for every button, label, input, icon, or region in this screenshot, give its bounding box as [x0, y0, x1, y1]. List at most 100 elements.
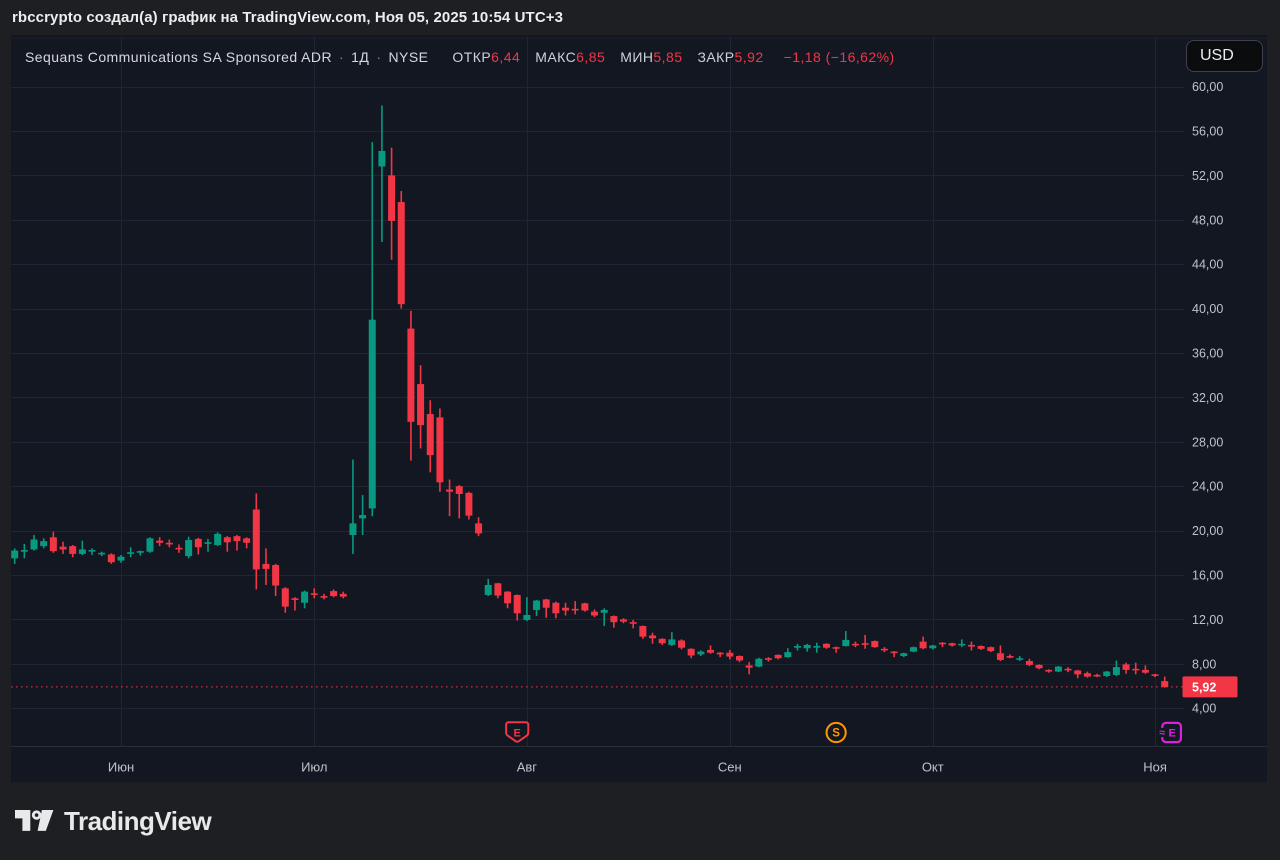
candle-wick	[574, 601, 577, 615]
exchange-label[interactable]: NYSE	[388, 49, 429, 65]
candle-body	[678, 640, 686, 648]
price-tick-label: 4,00	[1192, 702, 1216, 716]
candle-wick	[671, 632, 673, 647]
ohlc-field: МАКС 6,85	[535, 49, 605, 65]
candle-body	[620, 619, 628, 622]
price-tick-label: 16,00	[1192, 569, 1223, 583]
candle-body	[542, 599, 550, 608]
last-price-label: 5,92	[1192, 680, 1216, 694]
symbol-title[interactable]: Sequans Communications SA Sponsored ADR	[25, 49, 333, 65]
candle-wick	[458, 485, 461, 519]
legend-separator: ·	[376, 49, 382, 65]
candle-body	[793, 646, 801, 648]
earnings-marker-icon[interactable]: E	[505, 721, 530, 743]
candle-body	[523, 614, 531, 620]
candle-body	[1141, 669, 1149, 673]
currency-label: USD	[1200, 47, 1234, 64]
candle-wick	[941, 642, 944, 648]
candle-body	[330, 591, 338, 597]
candle-body	[996, 653, 1004, 660]
candle-body	[252, 509, 260, 570]
ohlc-field-value: 6,44	[491, 49, 521, 65]
candle-body	[958, 643, 966, 646]
upcoming-earnings-marker-icon[interactable]: ≈ E	[1159, 721, 1183, 744]
candle-body	[455, 486, 463, 494]
candle-body	[726, 652, 734, 657]
month-tick-label: Июн	[108, 760, 134, 775]
candle-body	[49, 537, 57, 552]
month-tick-label: Окт	[922, 760, 944, 775]
candle-wick	[748, 662, 750, 675]
candle-body	[136, 551, 144, 553]
candle-body	[1093, 674, 1101, 677]
candle-body	[900, 653, 908, 657]
candle-body	[552, 602, 560, 614]
candle-body	[156, 540, 164, 543]
candle-wick	[91, 548, 93, 556]
candle-body	[687, 648, 695, 656]
candle-body	[40, 541, 48, 547]
candle-body	[803, 644, 811, 649]
candle-body	[107, 554, 115, 563]
ohlc-field-value: 5,85	[653, 49, 683, 65]
ohlc-field: МИН 5,85	[620, 49, 682, 65]
candle-body	[707, 649, 715, 653]
candle-body	[446, 489, 454, 492]
candle-body	[1035, 664, 1043, 669]
candle-body	[938, 642, 946, 645]
candlestick-chart[interactable]: 60,00 56,00 52,00 48,00 44,00 40,00 36,00 32,00…	[11, 35, 1267, 782]
candle-wick	[207, 538, 209, 552]
candle-body	[310, 593, 318, 595]
marker-letter: E	[514, 727, 521, 739]
candle-body	[243, 538, 251, 543]
price-tick-label: 36,00	[1192, 347, 1223, 361]
candle-body	[127, 552, 135, 554]
ohlc-field-label: ЗАКР	[697, 49, 735, 65]
currency-button[interactable]: USD	[1186, 40, 1263, 72]
candle-body	[755, 658, 763, 667]
candle-body	[716, 652, 724, 655]
tradingview-logo[interactable]: TradingView	[15, 805, 212, 837]
candle-body	[281, 588, 289, 607]
candle-body	[1151, 674, 1159, 676]
candle-body	[185, 540, 193, 557]
candle-body	[764, 658, 772, 660]
candle-body	[426, 414, 434, 456]
candle-body	[436, 417, 444, 483]
tradingview-logo-text: TradingView	[64, 805, 212, 836]
ohlc-field-label: ОТКР	[452, 49, 492, 65]
candle-body	[929, 645, 937, 649]
candle-wick	[448, 479, 451, 517]
candle-body	[98, 552, 106, 555]
ohlc-field: ЗАКР 5,92	[697, 49, 763, 65]
candle-body	[600, 609, 608, 613]
candle-body	[475, 523, 483, 534]
candle-body	[465, 492, 473, 516]
candle-body	[368, 319, 376, 509]
candle-body	[1112, 667, 1120, 675]
candle-body	[349, 523, 357, 536]
circle-outline	[825, 721, 847, 744]
candle-body	[484, 584, 492, 595]
shield-outline	[505, 721, 530, 743]
candle-body	[223, 537, 231, 543]
candle-wick	[816, 642, 818, 653]
candle-body	[745, 665, 753, 668]
candle-wick	[81, 540, 84, 556]
price-tick-label: 44,00	[1192, 258, 1223, 272]
month-tick-label: Авг	[517, 760, 538, 775]
candle-body	[871, 641, 879, 648]
candle-body	[591, 611, 599, 616]
candle-body	[1122, 664, 1130, 670]
split-marker-icon[interactable]: S	[825, 721, 847, 744]
candle-body	[359, 515, 367, 519]
month-tick-label: Сен	[718, 760, 742, 775]
price-tick-label: 56,00	[1192, 125, 1223, 139]
candle-body	[581, 603, 589, 611]
interval-label[interactable]: 1Д	[351, 49, 370, 65]
candle-body	[175, 547, 183, 550]
candle-wick	[835, 646, 837, 653]
candle-body	[1025, 661, 1033, 665]
candle-body	[861, 643, 869, 645]
price-tick-label: 52,00	[1192, 169, 1223, 183]
